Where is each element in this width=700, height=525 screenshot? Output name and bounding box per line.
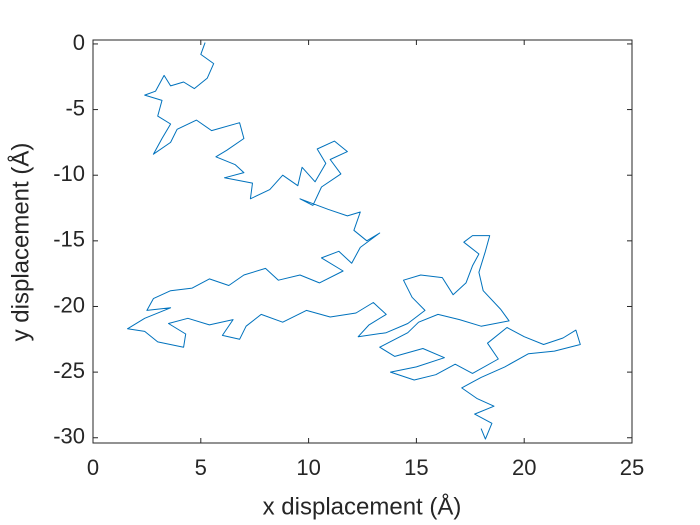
- y-tick-label: -20: [53, 292, 85, 317]
- x-tick-label: 10: [296, 455, 320, 480]
- y-tick-label: -5: [65, 95, 85, 120]
- x-tick-label: 20: [512, 455, 536, 480]
- x-tick-label: 15: [404, 455, 428, 480]
- x-tick-label: 25: [620, 455, 644, 480]
- y-tick-label: -15: [53, 227, 85, 252]
- x-axis-label: x displacement (Å): [263, 492, 462, 520]
- y-tick-label: -30: [53, 424, 85, 449]
- y-axis-label: y displacement (Å): [6, 143, 34, 342]
- plot-frame: [92, 39, 633, 444]
- y-tick-label: -25: [53, 358, 85, 383]
- x-tick-label: 0: [87, 455, 99, 480]
- y-tick-label: 0: [73, 30, 85, 55]
- y-tick-label: -10: [53, 161, 85, 186]
- x-tick-label: 5: [195, 455, 207, 480]
- trajectory-line: [127, 42, 581, 440]
